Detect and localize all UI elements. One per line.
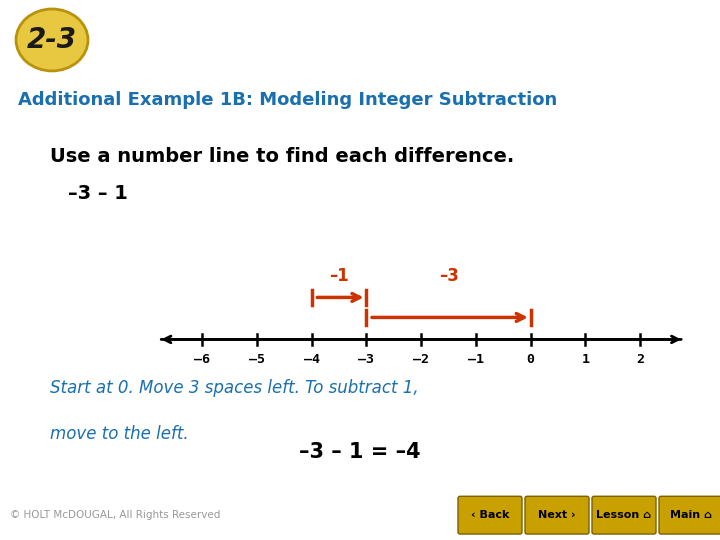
Text: Next ›: Next › — [539, 510, 576, 520]
Text: ‹ Back: ‹ Back — [471, 510, 509, 520]
Text: 0: 0 — [527, 353, 535, 367]
Text: Main ⌂: Main ⌂ — [670, 510, 712, 520]
Text: 1: 1 — [582, 353, 590, 367]
Text: Additional Example 1B: Modeling Integer Subtraction: Additional Example 1B: Modeling Integer … — [18, 91, 557, 109]
Text: –3: –3 — [359, 353, 374, 367]
Text: © HOLT McDOUGAL, All Rights Reserved: © HOLT McDOUGAL, All Rights Reserved — [10, 510, 220, 520]
Ellipse shape — [16, 9, 88, 71]
FancyBboxPatch shape — [659, 496, 720, 534]
Text: –3: –3 — [438, 267, 459, 286]
Text: 2-3: 2-3 — [27, 26, 77, 54]
Text: –1: –1 — [468, 353, 484, 367]
FancyBboxPatch shape — [592, 496, 656, 534]
Text: –3 – 1 = –4: –3 – 1 = –4 — [300, 442, 420, 462]
Text: Lesson ⌂: Lesson ⌂ — [596, 510, 652, 520]
Text: –6: –6 — [194, 353, 210, 367]
Text: –3 – 1: –3 – 1 — [68, 184, 128, 203]
Text: move to the left.: move to the left. — [50, 425, 189, 443]
Text: –4: –4 — [304, 353, 320, 367]
Text: Start at 0. Move 3 spaces left. To subtract 1,: Start at 0. Move 3 spaces left. To subtr… — [50, 379, 418, 397]
Text: 2: 2 — [636, 353, 644, 367]
Text: –5: –5 — [249, 353, 265, 367]
Text: Subtracting Integers: Subtracting Integers — [105, 23, 528, 57]
FancyBboxPatch shape — [458, 496, 522, 534]
Text: Use a number line to find each difference.: Use a number line to find each differenc… — [50, 147, 514, 166]
Text: –2: –2 — [413, 353, 429, 367]
Text: –1: –1 — [329, 267, 349, 286]
FancyBboxPatch shape — [525, 496, 589, 534]
